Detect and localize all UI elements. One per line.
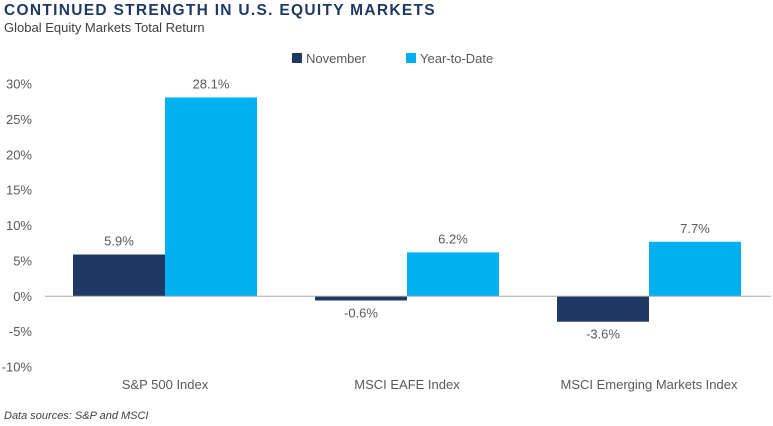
y-tick-label: -5% — [9, 324, 33, 339]
data-label: 28.1% — [193, 76, 230, 91]
bar — [407, 252, 499, 297]
data-label: 5.9% — [104, 234, 134, 249]
legend-label: November — [306, 51, 367, 66]
bar — [73, 254, 165, 297]
bar — [165, 97, 257, 297]
y-tick-label: 30% — [6, 77, 32, 92]
bar — [557, 296, 649, 322]
x-category-label: MSCI Emerging Markets Index — [560, 377, 738, 392]
legend-label: Year-to-Date — [420, 51, 493, 66]
data-label: -0.6% — [344, 305, 378, 320]
y-tick-label: 5% — [13, 253, 32, 268]
data-label: 7.7% — [680, 221, 710, 236]
x-category-label: S&P 500 Index — [122, 377, 209, 392]
data-label: 6.2% — [438, 231, 468, 246]
chart-subtitle: Global Equity Markets Total Return — [4, 20, 205, 35]
y-tick-label: 25% — [6, 112, 32, 127]
y-tick-label: -10% — [2, 360, 33, 375]
bar — [315, 296, 407, 301]
y-tick-label: 10% — [6, 218, 32, 233]
y-tick-label: 0% — [13, 289, 32, 304]
y-tick-label: 20% — [6, 147, 32, 162]
x-category-label: MSCI EAFE Index — [354, 377, 460, 392]
data-label: -3.6% — [586, 327, 620, 342]
y-tick-label: 15% — [6, 183, 32, 198]
chart-title: CONTINUED STRENGTH IN U.S. EQUITY MARKET… — [4, 2, 436, 19]
legend-swatch — [292, 53, 302, 63]
bar — [649, 241, 741, 297]
legend-swatch — [406, 53, 416, 63]
data-source-note: Data sources: S&P and MSCI — [4, 410, 149, 422]
